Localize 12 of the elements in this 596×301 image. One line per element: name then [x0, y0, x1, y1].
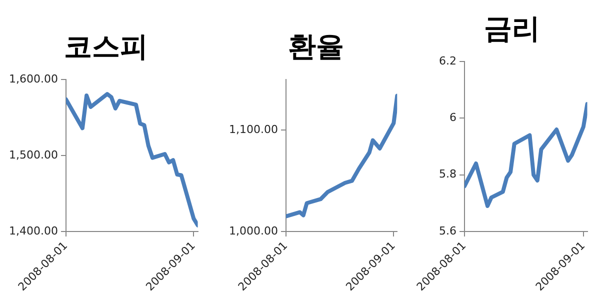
chart-title: 코스피: [64, 30, 148, 64]
y-tick-label: 6: [449, 111, 456, 124]
y-tick-label: 5.8: [438, 168, 456, 181]
y-tick-label: 5.6: [438, 224, 456, 238]
y-tick-label: 1,400.00: [9, 224, 58, 238]
y-tick-label: 1,000.00: [229, 224, 278, 238]
y-tick-label: 6.2: [438, 54, 456, 68]
y-tick-label: 1,600.00: [9, 72, 58, 86]
y-tick-label: 1,100.00: [229, 123, 278, 136]
chart-title: 환율: [288, 30, 344, 64]
y-tick-label: 1,500.00: [9, 148, 58, 162]
chart-title: 금리: [484, 12, 540, 46]
